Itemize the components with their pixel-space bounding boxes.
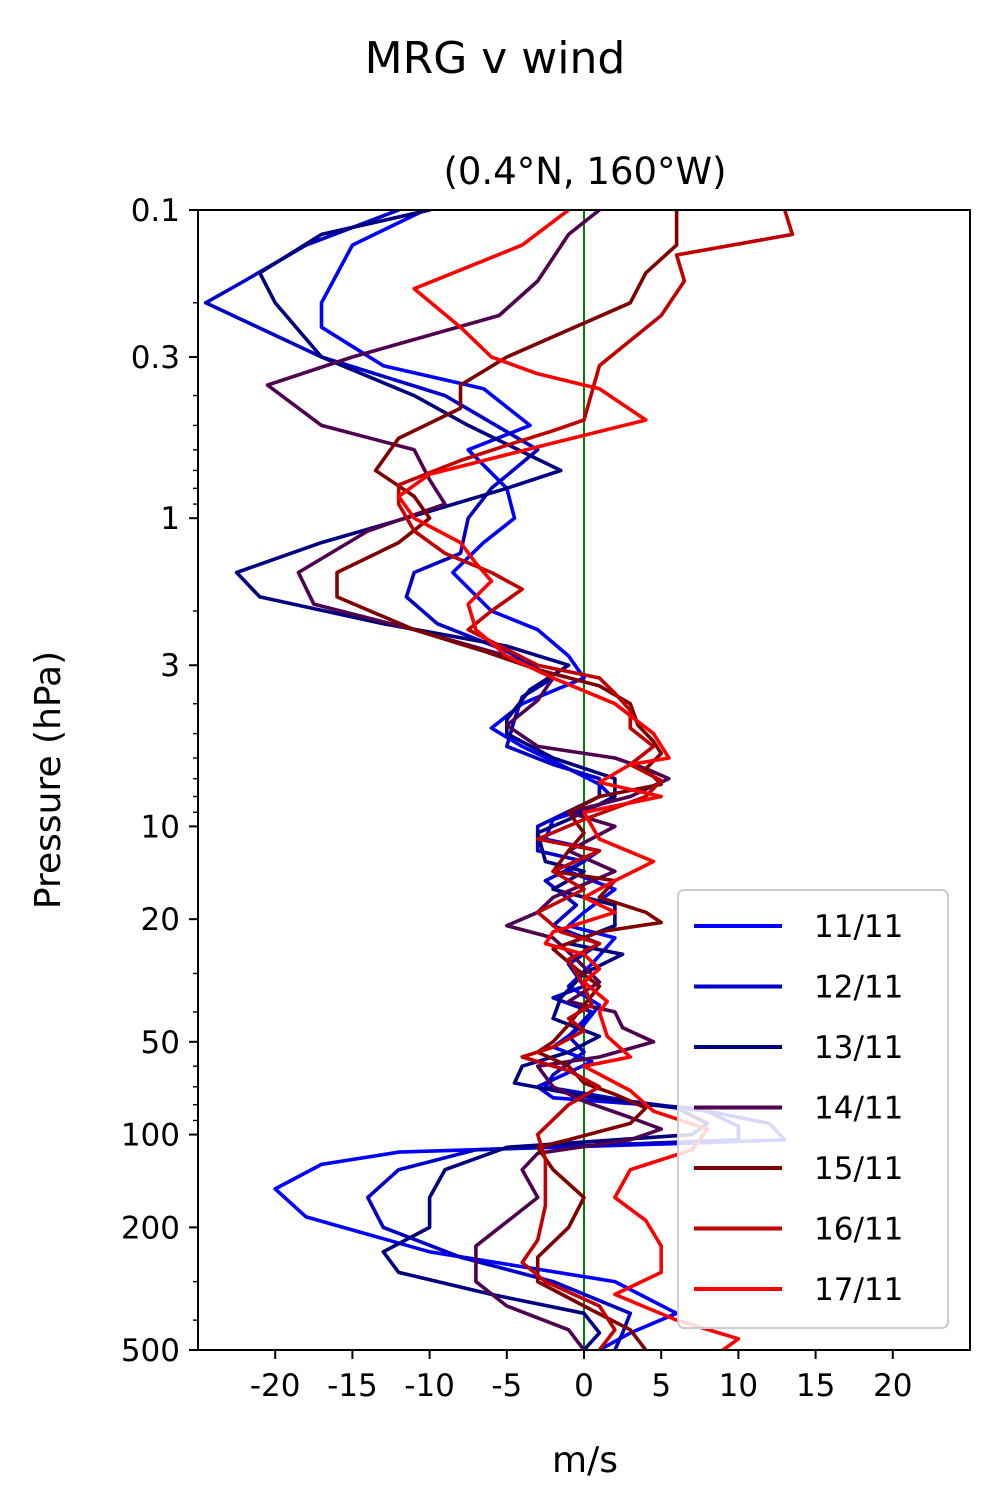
y-tick-label: 1 (160, 501, 180, 537)
legend-label: 11/11 (814, 909, 903, 945)
x-tick-label: -15 (327, 1368, 378, 1404)
x-tick-label: -10 (404, 1368, 455, 1404)
legend-label: 12/11 (814, 970, 903, 1006)
y-tick-label: 0.1 (131, 193, 180, 229)
chart-subtitle: (0.4°N, 160°W) (443, 150, 726, 193)
y-tick-label: 20 (141, 902, 180, 938)
y-tick-label: 200 (121, 1210, 180, 1246)
x-tick-label: 10 (719, 1368, 758, 1404)
legend-label: 14/11 (814, 1091, 903, 1127)
series-layer (203, 210, 795, 1350)
legend-label: 17/11 (814, 1272, 903, 1308)
series-line-2 (203, 210, 741, 1350)
x-axis-label: m/s (552, 1440, 618, 1481)
y-axis: 0.1 0.3 1 3 10 20 50 100 200 500 (121, 193, 198, 1369)
series-line-3 (234, 210, 710, 1350)
legend: 11/11 12/11 13/11 14/11 15/11 16/11 17/11 (677, 889, 949, 1329)
y-tick-label: 10 (141, 809, 180, 845)
y-tick-label: 3 (160, 648, 180, 684)
legend-box (677, 889, 949, 1329)
legend-label: 16/11 (814, 1212, 903, 1248)
x-tick-label: -5 (491, 1368, 522, 1404)
legend-label: 15/11 (814, 1151, 903, 1187)
y-tick-label: 0.3 (131, 340, 180, 376)
y-tick-label: 500 (121, 1333, 180, 1369)
y-tick-label: 50 (141, 1025, 180, 1061)
x-tick-label: 0 (574, 1368, 594, 1404)
x-tick-label: 15 (796, 1368, 835, 1404)
x-tick-label: 5 (651, 1368, 671, 1404)
y-tick-label: 100 (121, 1118, 180, 1154)
x-tick-label: -20 (250, 1368, 301, 1404)
y-axis-label: Pressure (hPa) (28, 651, 69, 909)
x-tick-label: 20 (873, 1368, 912, 1404)
x-axis: -20 -15 -10 -5 0 5 10 15 20 (250, 1350, 913, 1404)
legend-label: 13/11 (814, 1030, 903, 1066)
series-line-5 (335, 210, 679, 1350)
series-line-4 (265, 210, 671, 1350)
series-line-6 (396, 210, 795, 1350)
chart-title: MRG v wind (365, 33, 626, 84)
